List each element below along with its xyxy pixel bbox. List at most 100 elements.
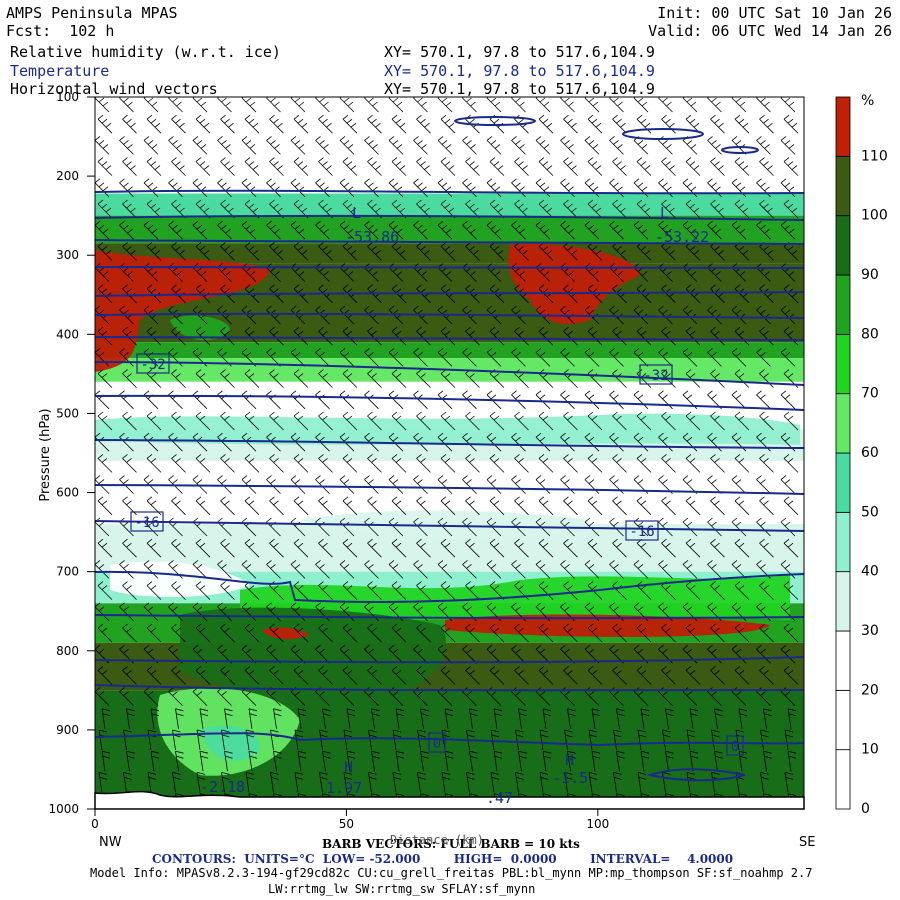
wind-barb (535, 348, 551, 367)
wind-barb (710, 157, 725, 176)
wind-barb (339, 178, 355, 198)
wind-barb (465, 538, 480, 558)
wind-barb (266, 178, 281, 198)
wind-barb (220, 114, 235, 134)
wind-barb (783, 326, 799, 346)
valid-time: Valid: 06 UTC Wed 14 Jan 26 (648, 22, 892, 40)
wind-barb (244, 114, 260, 134)
wind-barb (168, 263, 183, 282)
wind-barb (763, 750, 772, 772)
isotherm (95, 189, 804, 195)
wind-barb (661, 538, 676, 558)
wind-barb (416, 454, 431, 473)
wind-barb (171, 369, 186, 388)
wind-barb (612, 666, 627, 685)
wind-barb (613, 729, 622, 751)
extremum-label: -53.86 (345, 228, 399, 246)
wind-barb (760, 729, 769, 751)
colorbar-swatch (835, 689, 851, 751)
wind-barb (391, 581, 407, 600)
wind-barb (318, 242, 333, 261)
wind-barb (95, 348, 110, 367)
wind-barb (95, 220, 110, 240)
wind-barb (514, 454, 529, 473)
wind-barb (395, 750, 405, 772)
wind-barb (143, 220, 159, 240)
wind-barb (97, 411, 113, 431)
y-tick-label: 900 (56, 723, 79, 737)
wind-barb (489, 284, 505, 304)
wind-barb (612, 411, 627, 431)
wind-barb (126, 750, 135, 772)
wind-barb (367, 454, 382, 473)
wind-barb (364, 178, 379, 198)
wind-barb (440, 496, 456, 516)
wind-barb (542, 708, 552, 729)
wind-barb (318, 538, 333, 558)
wind-barb (535, 220, 551, 240)
contour-label: -32 (140, 357, 165, 373)
wind-barb (368, 729, 377, 751)
wind-barb (587, 199, 603, 219)
extremum-label: .47 (486, 789, 513, 807)
wind-barb (119, 220, 134, 240)
wind-barb (486, 220, 502, 240)
wind-barb (97, 581, 113, 600)
wind-barb (195, 114, 211, 134)
wind-barb (391, 623, 407, 643)
wind-barb (342, 496, 358, 516)
field-rh-xy: XY= 570.1, 97.8 to 517.6,104.9 (384, 43, 655, 61)
wind-barb (392, 772, 402, 793)
colorbar-label: 30 (861, 623, 879, 639)
wind-barb (293, 666, 309, 685)
wind-barb (220, 242, 235, 261)
wind-barb (783, 411, 799, 431)
wind-barb (339, 560, 355, 579)
wind-barb (416, 581, 431, 600)
wind-barb (563, 199, 578, 219)
wind-barb (563, 454, 578, 473)
wind-barb (759, 199, 774, 219)
wind-barb (685, 326, 701, 346)
wind-barb (440, 666, 456, 685)
colorbar-label: 60 (861, 445, 879, 461)
wind-barb (518, 708, 527, 729)
wind-barb (416, 157, 431, 176)
contour-label: 0 (433, 736, 441, 752)
wind-barb (465, 284, 480, 304)
wind-barb (636, 411, 652, 431)
wind-barb (612, 242, 627, 261)
wind-barb (146, 157, 162, 176)
wind-barb (122, 369, 137, 388)
wind-barb (97, 114, 113, 134)
wind-barb (682, 432, 698, 452)
wind-barb (731, 348, 747, 367)
wind-barb (686, 772, 696, 793)
wind-barb (658, 560, 673, 579)
wind-barb (633, 220, 649, 240)
wind-barb (119, 602, 134, 622)
contour-label-box (130, 511, 164, 532)
wind-barb (123, 772, 132, 793)
wind-barb (195, 369, 211, 388)
wind-barb (143, 305, 159, 325)
colorbar-swatch (835, 96, 851, 157)
wind-barb (462, 348, 477, 367)
wind-barb (318, 496, 333, 516)
wind-barb (437, 475, 453, 494)
wind-barb (734, 326, 750, 346)
wind-barb (710, 454, 725, 473)
contour-label: -16 (629, 524, 654, 540)
wind-barb (734, 199, 750, 219)
wind-barb (293, 496, 309, 516)
wind-barb (220, 411, 235, 431)
wind-barb (175, 708, 184, 729)
wind-barb (515, 772, 524, 793)
wind-barb (388, 97, 404, 113)
wind-barb (192, 220, 208, 240)
wind-barb (462, 220, 477, 240)
wind-barb (518, 750, 527, 772)
wind-barb (759, 411, 774, 431)
wind-barb (143, 475, 159, 494)
wind-barb (661, 411, 676, 431)
